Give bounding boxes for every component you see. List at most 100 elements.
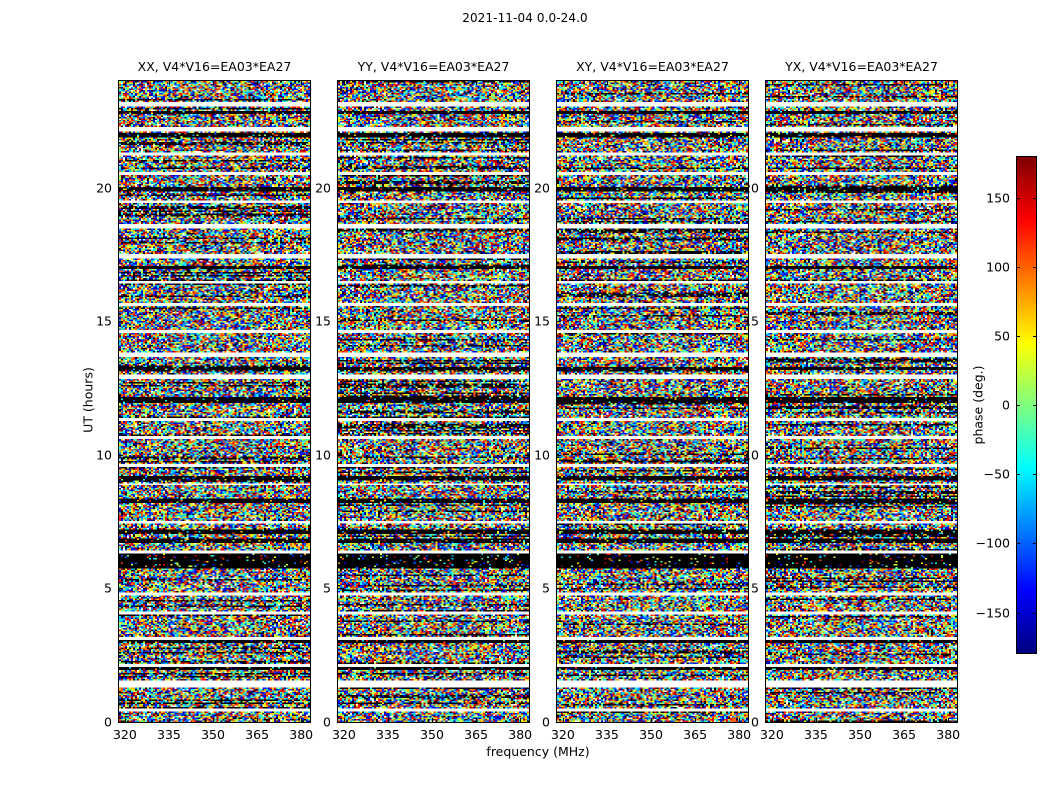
x-tick-bottom: [739, 718, 741, 722]
colorbar-tick-label: −50: [983, 466, 1010, 482]
x-tick-label: 380: [289, 727, 314, 742]
y-tick-left: [766, 321, 770, 323]
y-tick-right: [306, 187, 310, 189]
y-tick-right: [744, 187, 748, 189]
axes-frame: [337, 80, 530, 723]
axes-frame: [118, 80, 311, 723]
x-tick-top: [651, 81, 653, 85]
y-tick-left: [766, 187, 770, 189]
x-tick-label: 320: [759, 727, 784, 742]
x-tick-top: [343, 81, 345, 85]
subplot-title-xy: XY, V4*V16=EA03*EA27: [576, 59, 729, 74]
subplot-title-xx: XX, V4*V16=EA03*EA27: [137, 59, 292, 74]
x-tick-top: [432, 81, 434, 85]
colorbar-tick-label: −150: [975, 605, 1010, 620]
colorbar-tick: [1016, 197, 1020, 199]
colorbar-tick: [1033, 266, 1037, 268]
x-tick-bottom: [562, 718, 564, 722]
y-tick-left: [338, 588, 342, 590]
x-tick-top: [520, 81, 522, 85]
x-tick-top: [860, 81, 862, 85]
y-tick-right: [744, 588, 748, 590]
figure-suptitle: 2021-11-04 0.0-24.0: [462, 11, 588, 25]
y-tick-left: [338, 321, 342, 323]
y-tick-label: 15: [534, 313, 550, 329]
x-tick-top: [948, 81, 950, 85]
x-tick-label: 335: [157, 727, 181, 742]
colorbar-tick-label: −100: [975, 535, 1010, 551]
y-tick-right: [953, 588, 957, 590]
x-tick-bottom: [815, 718, 817, 722]
x-tick-bottom: [651, 718, 653, 722]
y-tick-label: 10: [534, 447, 550, 463]
colorbar-tick-label: 50: [994, 328, 1010, 344]
x-tick-bottom: [124, 718, 126, 722]
y-tick-right: [306, 321, 310, 323]
x-tick-top: [476, 81, 478, 85]
x-tick-top: [257, 81, 259, 85]
subplot-yx[interactable]: YX, V4*V16=EA03*EA27: [765, 59, 958, 723]
x-tick-top: [168, 81, 170, 85]
colorbar-tick: [1033, 335, 1037, 337]
y-tick-left: [557, 454, 561, 456]
colorbar-tick-label: 100: [986, 259, 1010, 275]
y-tick-left: [119, 187, 123, 189]
y-tick-label: 5: [323, 580, 331, 596]
x-tick-bottom: [257, 718, 259, 722]
y-tick-label: 20: [315, 180, 331, 196]
axes-frame: [556, 80, 749, 723]
x-tick-label: 365: [892, 727, 917, 742]
x-tick-top: [815, 81, 817, 85]
x-tick-bottom: [695, 718, 697, 722]
y-tick-label: 20: [534, 180, 550, 196]
y-tick-right: [744, 321, 748, 323]
y-tick-left: [338, 187, 342, 189]
y-tick-left: [557, 588, 561, 590]
subplot-yy[interactable]: YY, V4*V16=EA03*EA27: [337, 59, 530, 723]
colorbar-tick: [1016, 266, 1020, 268]
y-tick-label: 0: [542, 714, 550, 730]
x-tick-bottom: [168, 718, 170, 722]
x-tick-label: 365: [245, 727, 270, 742]
y-tick-right: [306, 454, 310, 456]
y-tick-label: 0: [751, 714, 759, 730]
y-tick-left: [338, 722, 342, 723]
y-tick-right: [953, 321, 957, 323]
colorbar-tick: [1033, 543, 1037, 545]
y-tick-left: [557, 722, 561, 723]
y-tick-right: [525, 321, 529, 323]
y-tick-right: [744, 454, 748, 456]
y-tick-label: 20: [96, 180, 112, 196]
x-tick-label: 335: [595, 727, 619, 742]
subplot-xx[interactable]: XX, V4*V16=EA03*EA27: [118, 59, 311, 723]
y-tick-left: [766, 454, 770, 456]
y-tick-label: 10: [96, 447, 112, 463]
waterfall-image-yy: [338, 81, 529, 722]
colorbar-label: phase (deg.): [970, 365, 986, 445]
x-tick-bottom: [520, 718, 522, 722]
y-tick-left: [557, 187, 561, 189]
y-tick-label: 15: [743, 313, 759, 329]
y-tick-right: [953, 454, 957, 456]
x-tick-label: 320: [550, 727, 575, 742]
subplot-xy[interactable]: XY, V4*V16=EA03*EA27: [556, 59, 749, 723]
x-tick-bottom: [606, 718, 608, 722]
x-tick-label: 320: [112, 727, 137, 742]
colorbar-tick-label: 0: [1002, 397, 1010, 413]
colorbar-tick: [1033, 405, 1037, 406]
x-tick-bottom: [771, 718, 773, 722]
x-tick-label: 365: [683, 727, 708, 742]
x-tick-bottom: [343, 718, 345, 722]
y-tick-label: 0: [323, 714, 331, 730]
y-tick-label: 5: [542, 580, 550, 596]
y-tick-left: [766, 722, 770, 723]
x-tick-bottom: [301, 718, 303, 722]
colorbar[interactable]: [1016, 156, 1037, 654]
x-tick-top: [904, 81, 906, 85]
x-tick-bottom: [476, 718, 478, 722]
y-tick-right: [525, 454, 529, 456]
colorbar-tick: [1033, 612, 1037, 614]
x-tick-label: 350: [639, 727, 663, 742]
x-tick-top: [213, 81, 215, 85]
x-tick-label: 335: [804, 727, 828, 742]
